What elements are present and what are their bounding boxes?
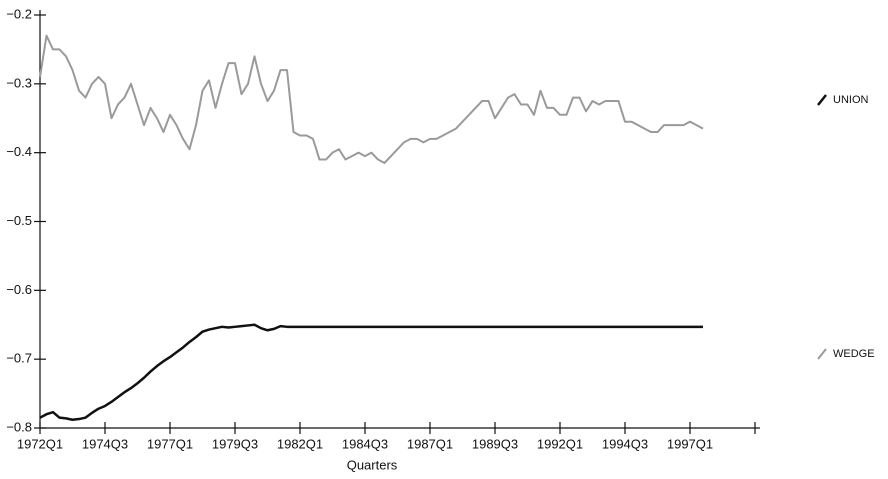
x-tick-label: 1987Q1: [407, 436, 453, 451]
y-tick-label: −0.4: [6, 144, 32, 159]
x-tick-label: 1972Q1: [17, 436, 63, 451]
x-axis-label: Quarters: [347, 457, 398, 472]
y-tick-label: −0.6: [6, 282, 32, 297]
x-tick-label: 1977Q1: [147, 436, 193, 451]
y-tick-label: −0.5: [6, 213, 32, 228]
legend-swatch: [817, 348, 827, 360]
legend-label: WEDGE: [833, 348, 875, 360]
series-line: [39, 34, 704, 164]
x-tick-label: 1997Q1: [667, 436, 713, 451]
x-tick-label: 1989Q3: [472, 436, 518, 451]
y-tick-label: −0.3: [6, 75, 32, 90]
y-tick-label: −0.8: [6, 419, 32, 434]
x-tick-label: 1992Q1: [537, 436, 583, 451]
series-line: [39, 323, 703, 421]
x-tick-label: 1994Q3: [602, 436, 648, 451]
y-tick-label: −0.2: [6, 6, 32, 21]
x-tick-label: 1984Q3: [342, 436, 388, 451]
x-tick-label: 1979Q3: [212, 436, 258, 451]
x-tick-label: 1974Q3: [82, 436, 128, 451]
x-tick-label: 1982Q1: [277, 436, 323, 451]
y-tick-label: −0.7: [6, 351, 32, 366]
legend-label: UNION: [833, 94, 869, 106]
legend-swatch: [817, 94, 827, 106]
